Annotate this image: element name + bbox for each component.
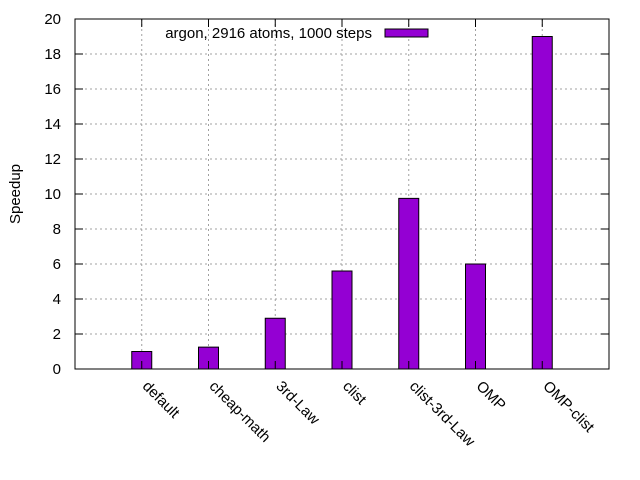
- bar-clist-3rd-Law: [398, 197, 420, 370]
- y-tick-label: 20: [44, 11, 61, 28]
- y-tick-label: 8: [53, 221, 61, 238]
- x-tick-label: cheap-math: [206, 378, 274, 446]
- bars: [131, 36, 553, 370]
- y-tick-label: 2: [53, 326, 61, 343]
- x-tick-label: clist-3rd-Law: [406, 378, 478, 450]
- y-tick-label: 16: [44, 81, 61, 98]
- y-axis-ticks: 0 2 4 6 8 10 12 14 16 18 20: [44, 11, 609, 378]
- bar-clist: [331, 270, 353, 370]
- x-tick-label: 3rd-Law: [272, 378, 322, 428]
- y-tick-label: 12: [44, 151, 61, 168]
- legend: argon, 2916 atoms, 1000 steps: [165, 25, 429, 42]
- bar-OMP-clist: [531, 36, 553, 370]
- y-tick-label: 0: [53, 361, 61, 378]
- y-tick-label: 4: [53, 291, 61, 308]
- x-tick-label: default: [139, 378, 183, 422]
- legend-swatch: [384, 28, 429, 38]
- y-tick-label: 14: [44, 116, 61, 133]
- x-tick-label: OMP: [473, 378, 509, 414]
- x-tick-label: clist: [339, 378, 370, 409]
- y-tick-label: 10: [44, 186, 61, 203]
- x-tick-label: OMP-clist: [539, 378, 598, 437]
- bar-OMP: [465, 263, 486, 370]
- y-tick-label: 6: [53, 256, 61, 273]
- legend-label: argon, 2916 atoms, 1000 steps: [165, 25, 372, 42]
- y-tick-label: 18: [44, 46, 61, 63]
- y-axis-label: Speedup: [7, 164, 24, 224]
